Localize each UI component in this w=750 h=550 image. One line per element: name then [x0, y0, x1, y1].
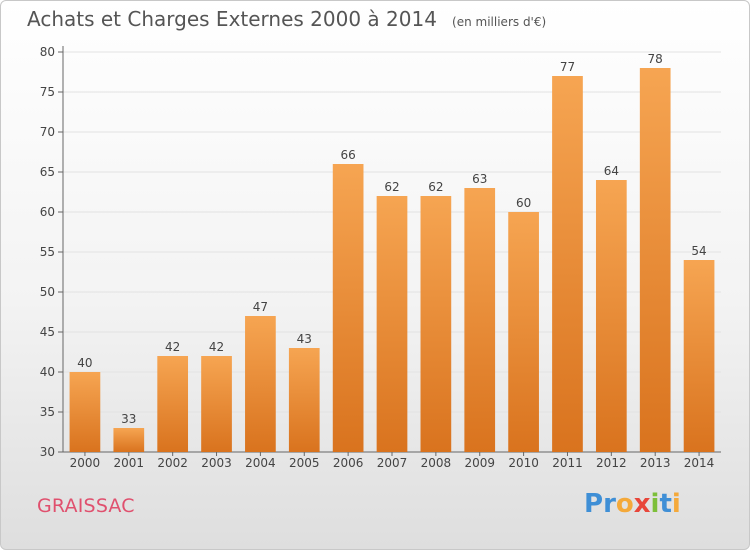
bar-2003	[201, 356, 232, 452]
logo-letter: r	[603, 489, 616, 519]
value-label-layer: 40 33 42 42 47 43 66 62 62 63 60 77 64 78 54	[77, 52, 706, 426]
value-label: 60	[516, 196, 531, 210]
value-label: 54	[691, 244, 706, 258]
x-tick-label: 2011	[552, 456, 583, 470]
x-tick-label: 2008	[421, 456, 452, 470]
x-tick-label: 2006	[333, 456, 364, 470]
x-tick-label: 2001	[114, 456, 145, 470]
y-tick-label: 30	[40, 445, 55, 459]
x-tick-label: 2013	[640, 456, 671, 470]
y-tick-label: 35	[40, 405, 55, 419]
bar-2012	[595, 180, 627, 452]
x-tick-label: 2010	[508, 456, 539, 470]
logo-letter: i	[671, 489, 681, 519]
x-tick-label: 2005	[289, 456, 320, 470]
value-label: 42	[209, 340, 224, 354]
bar-2000	[69, 372, 101, 452]
logo-letter: t	[659, 489, 672, 519]
y-tick-label: 70	[40, 125, 55, 139]
value-label: 63	[472, 172, 487, 186]
value-label: 77	[560, 60, 575, 74]
chart-subtitle: (en milliers d'€)	[452, 15, 547, 29]
bar-layer	[69, 68, 715, 452]
x-tick-label: 2004	[245, 456, 276, 470]
bar-2005	[288, 348, 320, 452]
logo-letter: x	[633, 489, 651, 519]
x-tick-label: 2000	[70, 456, 101, 470]
value-label: 40	[77, 356, 92, 370]
x-tick-label: 2002	[157, 456, 188, 470]
chart-title: Achats et Charges Externes 2000 à 2014	[27, 7, 437, 31]
bar-2007	[376, 196, 408, 452]
commune-name: GRAISSAC	[37, 495, 135, 517]
x-tick-label: 2014	[684, 456, 715, 470]
proxiti-logo: Proxiti	[584, 489, 681, 519]
value-label: 47	[253, 300, 268, 314]
value-label: 43	[297, 332, 312, 346]
x-tick-label: 2012	[596, 456, 627, 470]
value-label: 64	[604, 164, 619, 178]
y-tick-label: 60	[40, 205, 55, 219]
y-tick-label: 40	[40, 365, 55, 379]
value-label: 33	[121, 412, 136, 426]
x-tick-label: 2007	[377, 456, 408, 470]
y-tick-label: 50	[40, 285, 55, 299]
bar-2014	[683, 260, 715, 452]
logo-letter: P	[584, 489, 604, 519]
value-label: 66	[340, 148, 355, 162]
bar-2002	[157, 356, 189, 452]
bar-2001	[113, 428, 145, 452]
value-label: 62	[428, 180, 443, 194]
bar-2010	[508, 212, 539, 452]
bar-2006	[332, 164, 364, 452]
bar-2011	[552, 76, 583, 452]
x-tick-label: 2009	[464, 456, 495, 470]
x-tick-label: 2003	[201, 456, 232, 470]
y-tick-label: 55	[40, 245, 55, 259]
y-tick-label: 80	[40, 45, 55, 59]
y-tick-label: 75	[40, 85, 55, 99]
bar-2008	[420, 196, 452, 452]
value-label: 62	[384, 180, 399, 194]
title-row: Achats et Charges Externes 2000 à 2014 (…	[27, 7, 546, 31]
bar-2004	[245, 316, 276, 452]
logo-letter: i	[650, 489, 660, 519]
value-label: 78	[648, 52, 663, 66]
y-tick-label: 65	[40, 165, 55, 179]
bar-2013	[639, 68, 671, 452]
value-label: 42	[165, 340, 180, 354]
bar-2009	[464, 188, 496, 452]
y-tick-label: 45	[40, 325, 55, 339]
logo-letter: o	[615, 489, 634, 519]
